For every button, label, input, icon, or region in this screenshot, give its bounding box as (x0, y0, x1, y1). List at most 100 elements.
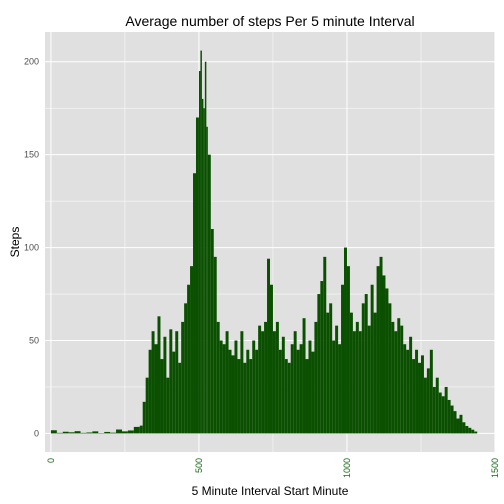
bar (240, 331, 244, 434)
bar (400, 325, 404, 434)
bar (426, 368, 430, 434)
bar (210, 228, 214, 434)
bar (379, 256, 383, 434)
bar (308, 340, 312, 434)
bar (172, 351, 176, 434)
bar (160, 359, 164, 434)
bar (267, 258, 270, 434)
y-tick-label: 150 (24, 150, 39, 160)
bar (181, 321, 185, 434)
bar (272, 331, 276, 434)
bar (332, 340, 336, 434)
bar (252, 340, 256, 434)
bar (338, 344, 342, 434)
bar (154, 344, 158, 434)
bar (145, 377, 149, 434)
bar (468, 427, 472, 434)
bar (438, 392, 442, 434)
bar (346, 266, 350, 434)
bar (352, 331, 356, 434)
bar (364, 294, 368, 434)
bar (203, 108, 205, 434)
bar (121, 431, 128, 434)
bar (462, 422, 466, 434)
x-tick-label: 500 (194, 458, 204, 473)
bar (326, 312, 330, 434)
bar (296, 349, 300, 434)
bar (255, 349, 259, 434)
bar (50, 430, 57, 434)
bar (278, 349, 282, 434)
bar (270, 284, 273, 434)
bar (361, 303, 365, 434)
bar (219, 340, 223, 434)
bar (261, 331, 265, 434)
bar (441, 396, 445, 434)
bar (166, 377, 170, 434)
bar (163, 336, 167, 434)
chart-title: Average number of steps Per 5 minute Int… (125, 13, 414, 29)
bar (56, 432, 63, 434)
bar (471, 429, 475, 434)
bar (225, 331, 229, 434)
bar (213, 256, 217, 434)
y-axis-label: Steps (8, 227, 22, 258)
bar (206, 126, 208, 434)
bar (231, 355, 235, 434)
bar (104, 431, 111, 434)
y-tick-label: 100 (24, 243, 39, 253)
bar (385, 288, 389, 434)
bar (287, 362, 291, 434)
bar (317, 294, 321, 434)
bar (68, 432, 75, 434)
bar (178, 362, 182, 434)
bar (444, 386, 448, 434)
bar (429, 349, 433, 434)
x-tick-label: 1000 (342, 458, 352, 478)
bar (195, 117, 199, 434)
bar (349, 312, 353, 434)
bar (74, 431, 81, 434)
bar (246, 349, 250, 434)
bar (382, 275, 386, 434)
bar (447, 399, 451, 434)
bar (323, 256, 327, 434)
bar (453, 411, 457, 434)
bar (200, 50, 202, 434)
bar (175, 331, 179, 434)
bar (329, 303, 333, 434)
bar (92, 431, 99, 434)
bar (373, 312, 377, 434)
bar (258, 325, 262, 434)
bar (376, 266, 380, 434)
bar (62, 431, 69, 434)
bar (456, 418, 460, 434)
bar (237, 359, 241, 434)
bar (228, 349, 232, 434)
bar (133, 426, 140, 434)
bar (204, 61, 207, 434)
bar (435, 377, 439, 434)
bar (311, 351, 315, 434)
bar (394, 331, 398, 434)
x-tick-labels: 0 500 1000 1500 (46, 458, 500, 478)
bar (450, 405, 454, 434)
bar (201, 98, 204, 434)
bar (139, 425, 143, 434)
y-tick-labels: 0 50 100 150 200 (24, 57, 39, 439)
bar (151, 331, 155, 434)
bar (406, 349, 410, 434)
bar (320, 281, 324, 434)
bar (305, 359, 309, 434)
bar (403, 344, 407, 434)
x-tick-label: 0 (46, 458, 56, 463)
bar (222, 344, 226, 434)
bar (415, 349, 419, 434)
bar (198, 71, 201, 434)
bar (193, 173, 196, 434)
bar (284, 359, 288, 434)
bar (127, 430, 134, 434)
bar (187, 284, 191, 434)
bar (80, 432, 87, 434)
bar (207, 154, 211, 434)
